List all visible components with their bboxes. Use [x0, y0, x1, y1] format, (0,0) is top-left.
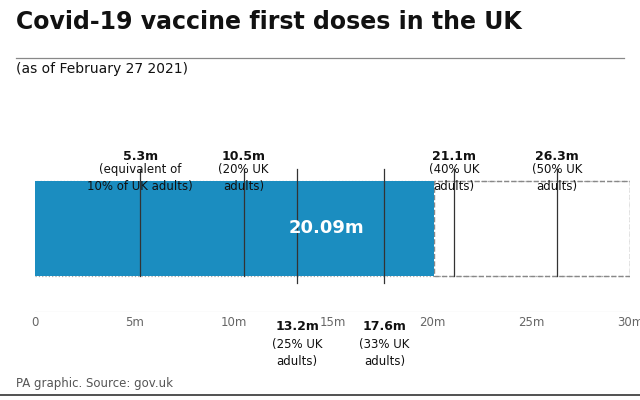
- Text: 17.6m: 17.6m: [362, 320, 406, 333]
- Text: 20.09m: 20.09m: [289, 219, 364, 237]
- Text: (as of February 27 2021): (as of February 27 2021): [16, 62, 188, 76]
- Text: (40% UK
adults): (40% UK adults): [429, 163, 479, 192]
- Text: 13.2m: 13.2m: [275, 320, 319, 333]
- Text: 26.3m: 26.3m: [535, 150, 579, 163]
- Text: PA graphic. Source: gov.uk: PA graphic. Source: gov.uk: [16, 377, 173, 390]
- Text: (25% UK
adults): (25% UK adults): [272, 338, 323, 368]
- Text: (50% UK
adults): (50% UK adults): [532, 163, 582, 192]
- Text: 5.3m: 5.3m: [123, 150, 158, 163]
- Text: (20% UK
adults): (20% UK adults): [218, 163, 269, 192]
- Text: (33% UK
adults): (33% UK adults): [359, 338, 410, 368]
- Text: 10.5m: 10.5m: [221, 150, 266, 163]
- Bar: [434, 181, 630, 276]
- Bar: [35, 181, 434, 276]
- Text: (equivalent of
10% of UK adults): (equivalent of 10% of UK adults): [88, 163, 193, 192]
- Text: 21.1m: 21.1m: [432, 150, 476, 163]
- Bar: [35, 181, 630, 276]
- Text: Covid-19 vaccine first doses in the UK: Covid-19 vaccine first doses in the UK: [16, 10, 522, 34]
